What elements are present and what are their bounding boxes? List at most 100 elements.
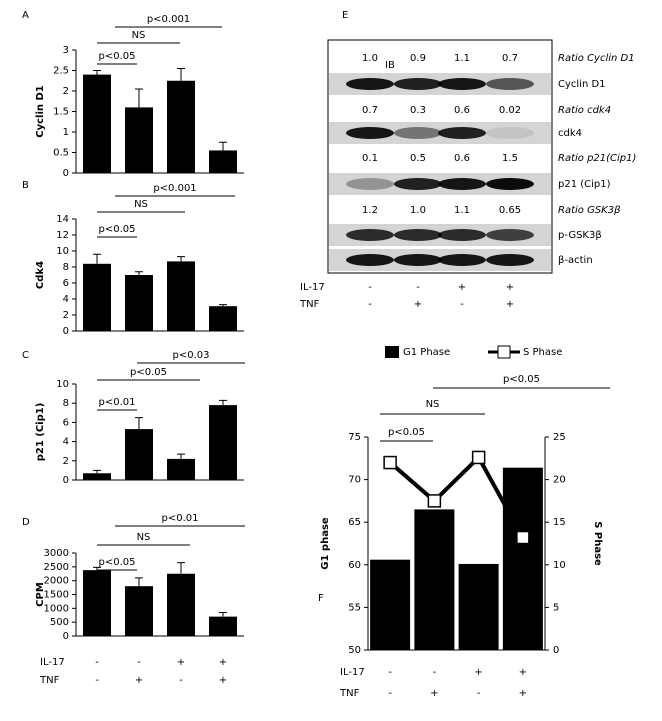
blot-band — [486, 229, 534, 241]
panel-letter: A — [22, 10, 29, 21]
y-tick-label: 0 — [63, 168, 69, 179]
marker — [471, 450, 486, 465]
ratio-value: 0.7 — [362, 105, 378, 116]
y-tick-label: 2 — [63, 456, 69, 467]
y-tick-label: 14 — [56, 214, 69, 225]
y2-tick-label: 20 — [553, 475, 566, 486]
row-label: Ratio cdk4 — [558, 105, 611, 116]
y-axis-label: p21 (Cip1) — [35, 403, 46, 462]
annotation: NS — [137, 532, 151, 543]
y-tick-label: 70 — [348, 475, 361, 486]
treatment-sign: - — [388, 667, 392, 678]
y2-tick-label: 0 — [553, 645, 559, 656]
annotation: NS — [134, 199, 148, 210]
blot-band — [394, 78, 442, 90]
y-axis-label: G1 phase — [320, 517, 331, 570]
y2-axis-label: S Phase — [592, 521, 603, 566]
bar — [83, 74, 111, 173]
error-bar — [93, 469, 101, 474]
row-label: Cyclin D1 — [558, 79, 606, 90]
panel-letter: B — [22, 180, 29, 191]
y-tick-label: 4 — [63, 437, 69, 448]
y-tick-label: 75 — [348, 432, 361, 443]
blot-band — [394, 254, 442, 266]
treatment-name: TNF — [39, 675, 60, 686]
blot-band — [486, 178, 534, 190]
treatment-sign: + — [519, 688, 527, 699]
legend-marker — [497, 345, 511, 359]
treatment-name: IL-17 — [300, 282, 325, 293]
blot-band — [346, 229, 394, 241]
y-tick-label: 1 — [63, 127, 69, 138]
ratio-value: 0.6 — [454, 105, 470, 116]
error-bar — [177, 453, 185, 459]
bar — [209, 150, 237, 173]
ratio-value: 1.0 — [362, 53, 378, 64]
treatment-sign: + — [506, 282, 514, 293]
y-tick-label: 12 — [56, 230, 69, 241]
row-label: Ratio GSK3β — [558, 205, 621, 216]
y-tick-label: 1500 — [44, 590, 69, 601]
blot-band — [346, 78, 394, 90]
annotation: p<0.05 — [388, 427, 425, 438]
panel-letter: E — [342, 10, 348, 21]
y-tick-label: 50 — [348, 645, 361, 656]
legend-swatch — [385, 346, 399, 358]
y-tick-label: 0 — [63, 475, 69, 486]
annotation: NS — [132, 30, 146, 41]
y-tick-label: 3000 — [44, 548, 69, 559]
annotation: p<0.05 — [130, 367, 167, 378]
bar — [83, 473, 111, 480]
y-tick-label: 10 — [56, 246, 69, 257]
y-tick-label: 3 — [63, 45, 69, 56]
treatment-sign: - — [137, 657, 141, 668]
annotation: p<0.01 — [162, 513, 199, 524]
bar — [167, 80, 195, 173]
error-bar — [177, 67, 185, 81]
annotation: p<0.05 — [99, 557, 136, 568]
error-bar — [93, 253, 101, 264]
bar — [209, 306, 237, 331]
blot-band — [394, 127, 442, 139]
y-tick-label: 2 — [63, 86, 69, 97]
blot-band — [438, 178, 486, 190]
error-bar — [219, 304, 227, 307]
ratio-value: 1.5 — [502, 153, 518, 164]
bar — [209, 405, 237, 480]
ratio-value: 1.1 — [454, 53, 470, 64]
annotation: NS — [426, 399, 440, 410]
error-bar — [93, 566, 101, 571]
bar — [125, 586, 153, 636]
ratio-value: 1.2 — [362, 205, 378, 216]
annotation: p<0.03 — [173, 350, 210, 361]
annotation: p<0.05 — [503, 374, 540, 385]
marker — [383, 455, 397, 470]
y-tick-label: 2500 — [44, 562, 69, 573]
bar — [83, 263, 111, 331]
marker — [516, 530, 530, 545]
bar — [125, 107, 153, 173]
panel-letter: F — [318, 593, 324, 604]
bar — [414, 509, 455, 650]
bar — [167, 458, 195, 480]
y-axis-label: Cdk4 — [35, 261, 46, 289]
treatment-sign: + — [414, 299, 422, 310]
treatment-sign: + — [219, 657, 227, 668]
ratio-value: 1.0 — [410, 205, 426, 216]
y-tick-label: 0 — [63, 326, 69, 337]
line — [388, 454, 525, 539]
panel-letter: D — [22, 517, 30, 528]
y2-tick-label: 25 — [553, 432, 566, 443]
marker — [427, 494, 442, 508]
blot-band — [438, 127, 486, 139]
error-bar — [135, 271, 143, 275]
treatment-sign: - — [416, 282, 420, 293]
y-tick-label: 0.5 — [53, 148, 69, 159]
treatment-name: TNF — [299, 299, 320, 310]
ratio-value: 0.5 — [410, 153, 426, 164]
error-bar — [135, 417, 143, 430]
ratio-value: 0.3 — [410, 105, 426, 116]
annotation: p<0.001 — [147, 14, 190, 25]
y-tick-label: 2000 — [44, 576, 69, 587]
ratio-value: 0.7 — [502, 53, 518, 64]
